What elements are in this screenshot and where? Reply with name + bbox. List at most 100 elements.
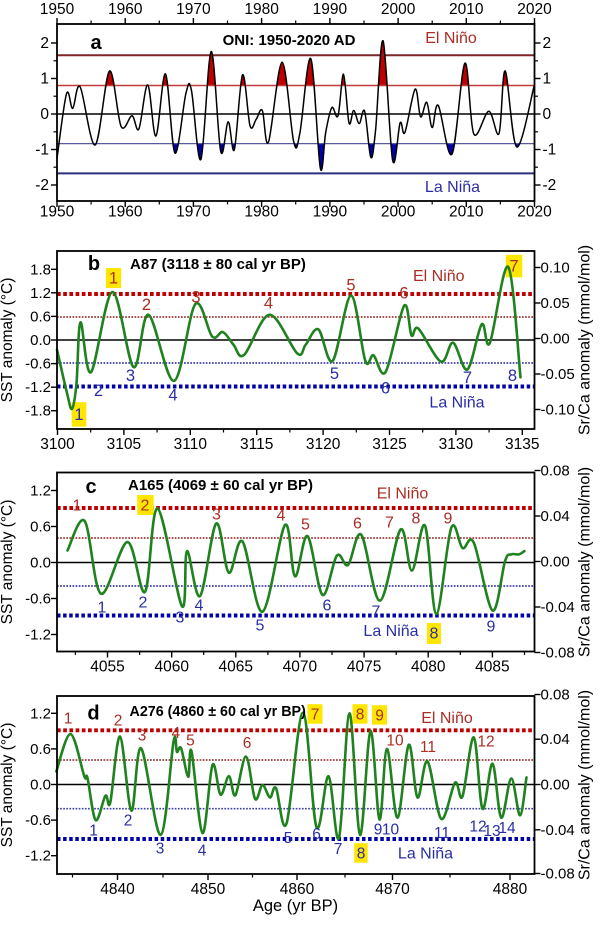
svg-text:-0.08: -0.08	[541, 866, 575, 883]
svg-text:4: 4	[168, 387, 177, 405]
svg-text:4060: 4060	[154, 659, 189, 676]
svg-text:-0.04: -0.04	[541, 599, 575, 616]
svg-text:8: 8	[412, 511, 421, 528]
svg-text:1: 1	[73, 498, 82, 515]
svg-text:3: 3	[138, 728, 147, 745]
svg-text:4870: 4870	[375, 881, 410, 898]
svg-text:2000: 2000	[381, 1, 416, 18]
svg-text:4880: 4880	[493, 881, 528, 898]
svg-text:2020: 2020	[517, 204, 552, 221]
svg-text:2: 2	[40, 35, 49, 52]
svg-text:4: 4	[195, 598, 204, 615]
svg-text:1980: 1980	[244, 1, 279, 18]
svg-text:1970: 1970	[176, 204, 211, 221]
svg-text:Sr/Ca anomaly (mmol/mol): Sr/Ca anomaly (mmol/mol)	[577, 690, 594, 880]
svg-text:1.8: 1.8	[30, 261, 51, 278]
svg-text:2: 2	[543, 35, 552, 52]
svg-text:1.2: 1.2	[30, 285, 51, 302]
svg-text:9: 9	[375, 708, 384, 725]
svg-text:-0.10: -0.10	[541, 402, 575, 419]
svg-text:6: 6	[243, 735, 252, 752]
svg-text:4: 4	[264, 295, 273, 313]
svg-text:-0.6: -0.6	[25, 356, 51, 373]
svg-text:0.00: 0.00	[541, 777, 570, 794]
svg-text:4840: 4840	[100, 881, 135, 898]
svg-text:5: 5	[301, 517, 310, 534]
svg-text:11: 11	[420, 739, 436, 756]
svg-text:1990: 1990	[313, 204, 348, 221]
svg-text:-1.2: -1.2	[25, 379, 51, 396]
svg-text:3135: 3135	[505, 436, 539, 453]
svg-text:1: 1	[543, 71, 552, 88]
svg-text:1990: 1990	[313, 1, 348, 18]
svg-text:-2: -2	[543, 177, 557, 194]
svg-text:3130: 3130	[439, 436, 474, 453]
svg-text:El Niño: El Niño	[377, 486, 429, 503]
svg-text:6: 6	[323, 598, 332, 615]
svg-text:2: 2	[139, 595, 148, 612]
svg-text:A87 (3118 ± 80 cal yr BP): A87 (3118 ± 80 cal yr BP)	[130, 256, 306, 273]
svg-text:-0.6: -0.6	[25, 812, 51, 829]
svg-text:Age (yr BP): Age (yr BP)	[253, 897, 338, 915]
svg-text:2010: 2010	[449, 204, 484, 221]
svg-text:0.0: 0.0	[30, 555, 51, 572]
svg-text:8: 8	[430, 626, 439, 643]
svg-text:0.6: 0.6	[30, 308, 51, 325]
svg-text:La Niña: La Niña	[425, 179, 480, 196]
svg-text:5: 5	[346, 277, 355, 295]
svg-text:13: 13	[483, 823, 500, 840]
svg-text:2: 2	[141, 498, 150, 515]
svg-text:4065: 4065	[219, 659, 253, 676]
svg-text:0.0: 0.0	[30, 777, 51, 794]
svg-text:4075: 4075	[347, 659, 381, 676]
svg-text:12: 12	[477, 734, 494, 751]
svg-text:4850: 4850	[191, 881, 226, 898]
svg-text:4055: 4055	[90, 659, 124, 676]
svg-text:6: 6	[381, 380, 390, 398]
svg-text:5: 5	[284, 830, 293, 847]
svg-text:1970: 1970	[176, 1, 211, 18]
svg-text:1.2: 1.2	[30, 483, 51, 500]
svg-text:0.04: 0.04	[541, 508, 570, 525]
svg-text:1960: 1960	[108, 1, 143, 18]
svg-text:0.08: 0.08	[541, 687, 570, 704]
svg-text:10: 10	[382, 822, 400, 839]
svg-text:La Niña: La Niña	[363, 623, 418, 640]
svg-text:12: 12	[469, 819, 486, 836]
svg-text:3: 3	[176, 610, 185, 627]
svg-text:1980: 1980	[244, 204, 279, 221]
svg-text:3: 3	[156, 841, 165, 858]
svg-text:SST anomaly (°C): SST anomaly (°C)	[0, 723, 16, 848]
svg-text:3: 3	[191, 289, 200, 307]
svg-text:9: 9	[444, 511, 453, 528]
svg-text:El Niño: El Niño	[413, 268, 465, 285]
svg-text:-1: -1	[543, 142, 557, 159]
svg-text:0.0: 0.0	[30, 332, 51, 349]
svg-text:b: b	[88, 253, 100, 275]
svg-text:2: 2	[124, 813, 133, 830]
svg-text:0.00: 0.00	[541, 331, 570, 348]
svg-text:1: 1	[64, 711, 73, 728]
svg-text:7: 7	[385, 515, 394, 532]
svg-text:4860: 4860	[280, 881, 315, 898]
svg-text:-1.2: -1.2	[25, 627, 51, 644]
svg-text:4070: 4070	[283, 659, 318, 676]
svg-text:7: 7	[463, 369, 472, 387]
svg-text:El Niño: El Niño	[425, 30, 477, 47]
svg-text:3: 3	[126, 367, 135, 385]
svg-text:1960: 1960	[108, 204, 143, 221]
svg-text:5: 5	[256, 618, 265, 635]
svg-text:4: 4	[277, 508, 286, 525]
svg-text:8: 8	[357, 846, 366, 863]
svg-text:-2: -2	[35, 177, 49, 194]
svg-text:9: 9	[374, 822, 383, 839]
svg-text:2020: 2020	[517, 1, 552, 18]
svg-text:ONI: 1950-2020 AD: ONI: 1950-2020 AD	[223, 32, 356, 49]
svg-text:7: 7	[509, 258, 518, 276]
svg-text:Sr/Ca anomaly (mmol/mol): Sr/Ca anomaly (mmol/mol)	[577, 245, 594, 435]
svg-text:Sr/Ca anomaly (mmol/mol): Sr/Ca anomaly (mmol/mol)	[577, 467, 594, 657]
svg-text:-1.8: -1.8	[25, 403, 51, 420]
svg-text:2: 2	[142, 296, 151, 314]
svg-text:1: 1	[74, 406, 83, 424]
svg-text:d: d	[87, 703, 99, 725]
